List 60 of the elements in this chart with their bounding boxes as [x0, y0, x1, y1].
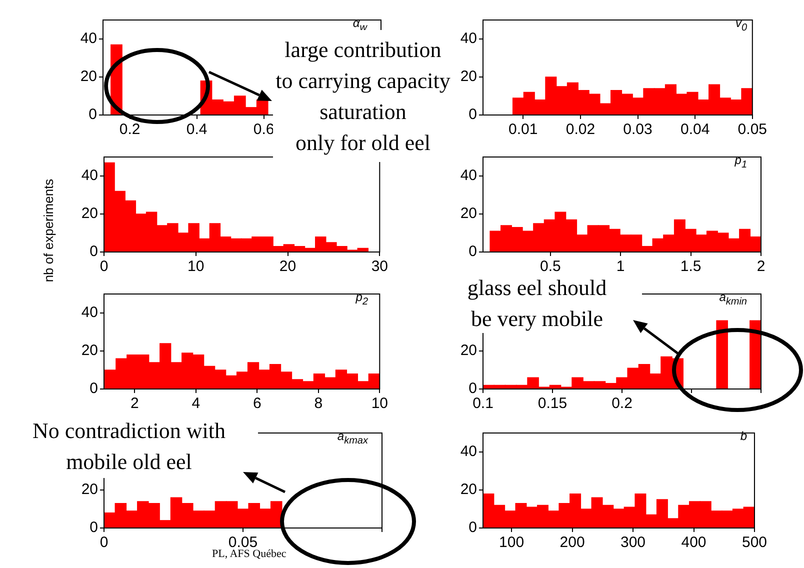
x-tick-label: 2: [756, 258, 766, 276]
x-tick-label: 0.04: [680, 121, 710, 138]
y-tick-label: 20: [460, 68, 477, 86]
y-tick-label: 20: [81, 205, 98, 222]
x-tick-label: 0.1: [472, 395, 494, 412]
x-tick-label: 4: [192, 395, 200, 412]
y-tick-label: 0: [88, 106, 97, 124]
x-tick-label: 0.01: [508, 121, 538, 138]
x-tick-label: 300: [620, 534, 646, 552]
y-axis-title: nb of experiments: [41, 178, 56, 282]
chart-title: p$_{2}$: [356, 290, 368, 308]
x-tick-label: 500: [742, 534, 767, 552]
y-tick-label: 20: [460, 481, 477, 498]
y-tick-label: 0: [468, 243, 477, 260]
y-tick-label: 0: [468, 519, 477, 536]
chart-title: a$_{kmax}$: [337, 429, 368, 446]
x-tick-label: 1.5: [680, 258, 702, 276]
y-tick-label: 20: [460, 205, 477, 222]
x-tick-label: 0.05: [738, 121, 768, 138]
y-tick-label: 20: [81, 481, 98, 498]
x-tick-label: 0.6: [253, 121, 274, 138]
x-tick-label: 100: [499, 534, 524, 552]
y-tick-label: 40: [81, 304, 98, 322]
x-tick-label: 0.4: [186, 121, 208, 138]
y-tick-label: 40: [460, 167, 477, 184]
x-tick-label: 0.03: [623, 121, 652, 138]
chart-title: a$_{kmin}$: [719, 290, 747, 308]
y-tick-label: 40: [460, 30, 477, 48]
x-tick-label: 200: [560, 534, 585, 552]
y-tick-label: 20: [460, 342, 477, 360]
y-tick-label: 40: [460, 443, 477, 460]
y-tick-label: 20: [81, 342, 98, 360]
x-tick-label: 0.15: [538, 395, 568, 412]
x-tick-label: 0.2: [119, 121, 140, 138]
x-tick-label: 8: [314, 395, 323, 412]
text: PL, AFS Québec: [212, 548, 286, 560]
y-tick-label: 0: [468, 106, 477, 124]
x-tick-label: 20: [279, 258, 296, 276]
x-tick-label: 0.2: [612, 395, 632, 412]
annotation: large contribution to carrying capacity saturation only for old eel: [276, 37, 450, 155]
x-tick-label: 2: [130, 395, 139, 412]
y-tick-label: 0: [90, 243, 98, 260]
x-tick-label: 400: [681, 534, 706, 552]
x-tick-label: 0.5: [540, 258, 561, 276]
annotation: No contradiction with mobile old eel: [0, 414, 258, 478]
y-tick-label: 0: [90, 380, 98, 398]
x-tick-label: 30: [371, 258, 388, 276]
x-tick-label: 0.02: [566, 121, 596, 138]
y-tick-label: 0: [468, 380, 477, 398]
annotation: glass eel should be very mobile: [467, 275, 607, 331]
chart-title: p$_{1}$: [734, 153, 747, 170]
y-tick-label: 40: [80, 30, 97, 48]
y-tick-label: 40: [81, 167, 98, 184]
chart-title: v$_{0}$: [735, 16, 747, 34]
x-tick-label: 10: [188, 258, 204, 276]
x-tick-label: 6: [252, 395, 262, 412]
x-tick-label: 10: [371, 395, 388, 412]
y-tick-label: 20: [80, 68, 97, 86]
x-tick-label: 1: [616, 258, 625, 276]
y-tick-label: 0: [90, 519, 98, 536]
